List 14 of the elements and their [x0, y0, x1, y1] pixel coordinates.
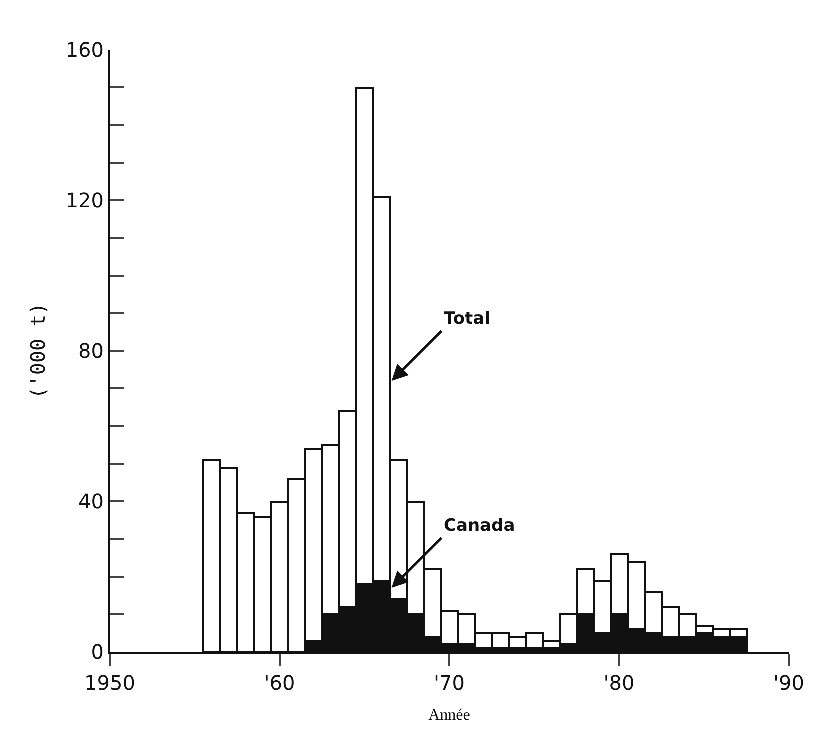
x-tick-label: '80: [604, 671, 635, 695]
y-tick-label: 40: [78, 490, 104, 514]
x-tick-label: 1950: [84, 671, 136, 695]
y-axis-title: ('000 t): [26, 302, 50, 400]
x-tick-label: '70: [434, 671, 465, 695]
annotation: Canada: [444, 516, 516, 536]
x-axis-title: Année: [428, 707, 470, 724]
x-tick-label: '60: [264, 671, 296, 695]
annotation: Total: [444, 309, 490, 329]
y-tick-label: 80: [78, 339, 104, 363]
y-tick-label: 160: [66, 38, 104, 62]
y-tick-label: 120: [66, 188, 104, 212]
x-tick-label: '90: [774, 671, 804, 695]
y-tick-label: 0: [91, 640, 104, 664]
